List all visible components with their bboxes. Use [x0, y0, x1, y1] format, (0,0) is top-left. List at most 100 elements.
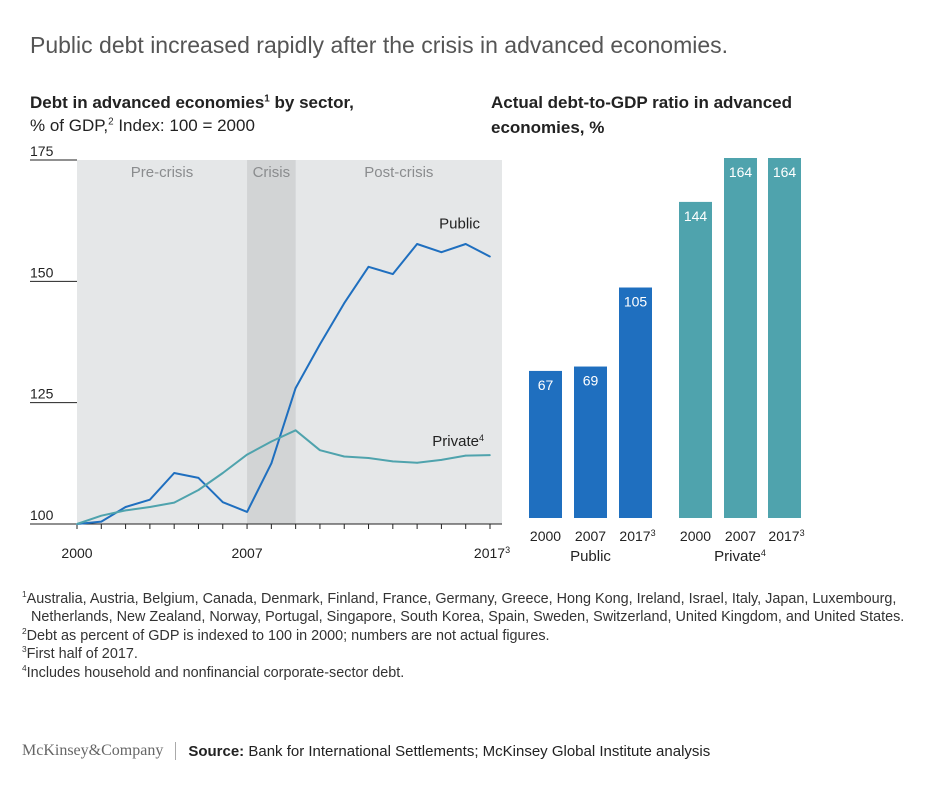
footnote-4: 4Includes household and nonfinancial cor… — [22, 664, 922, 682]
footnote-marker: 2 — [22, 626, 27, 637]
series-label-private: Private4 — [432, 433, 484, 450]
series-point-public-2011 — [343, 302, 346, 304]
series-point-private-2001 — [100, 514, 103, 517]
series-point-private-2012 — [367, 457, 370, 459]
bar-group-label-private: Private4 — [714, 548, 766, 565]
series-point-public-2008 — [270, 462, 273, 465]
series-point-private-2004 — [173, 501, 175, 504]
bar-private-2000 — [679, 201, 712, 518]
bar-category-public-0: 2000 — [530, 528, 561, 544]
series-point-public-2001 — [100, 520, 103, 523]
period-label-2: Post-crisis — [364, 164, 433, 181]
series-point-public-2013 — [392, 273, 394, 275]
bar-category-public-2: 20173 — [619, 528, 655, 544]
series-point-public-2003 — [149, 498, 151, 501]
bar-category-private-1: 2007 — [725, 528, 756, 544]
series-point-private-2017 — [489, 454, 491, 456]
series-point-public-2005 — [197, 477, 200, 479]
main-title: Public debt increased rapidly after the … — [30, 32, 729, 58]
series-line-public — [76, 243, 491, 525]
footnote-2: 2Debt as percent of GDP is indexed to 10… — [22, 627, 922, 645]
bar-group-label-public: Public — [570, 548, 611, 565]
bar-category-private-0: 2000 — [680, 528, 711, 544]
series-point-public-2012 — [367, 265, 370, 268]
bar-public-2007 — [574, 366, 607, 518]
right-chart-title-line2: economies, % — [491, 118, 605, 137]
bar-public-2017 — [619, 287, 652, 518]
series-point-public-2010 — [319, 343, 321, 346]
series-point-private-2009 — [294, 429, 297, 432]
bar-value-public-2000: 67 — [538, 377, 554, 393]
series-line-private — [76, 429, 491, 525]
left-chart-title: Debt in advanced economies1 by sector, — [30, 90, 354, 115]
bar-private-2007 — [724, 158, 757, 518]
series-point-public-2006 — [221, 501, 224, 503]
series-point-public-2014 — [416, 243, 418, 245]
footnote-marker: 4 — [22, 662, 27, 673]
series-point-public-2015 — [440, 251, 443, 254]
bar-category-public-1: 2007 — [575, 528, 606, 544]
left-chart-subtitle-b: Index: 100 = 2000 — [113, 116, 255, 135]
series-point-private-2003 — [149, 506, 151, 508]
series-point-public-2004 — [173, 472, 175, 474]
source-label: Source: — [188, 742, 245, 760]
crisis-band — [247, 160, 296, 524]
bar-value-private-2007: 164 — [729, 164, 753, 180]
series-point-private-2008 — [270, 440, 273, 443]
series-point-private-2005 — [197, 489, 200, 491]
bar-private-2017 — [768, 158, 801, 518]
left-chart-title-tail: by sector, — [269, 93, 354, 112]
footer: McKinsey&Company Source: Bank for Intern… — [22, 742, 710, 760]
y-tick-label-100: 100 — [30, 507, 54, 523]
series-point-private-2006 — [221, 472, 224, 474]
source-text: Bank for International Settlements; McKi… — [244, 742, 711, 760]
footnote-text: Includes household and nonfinancial corp… — [26, 664, 405, 681]
series-point-public-2009 — [294, 387, 297, 389]
right-chart-title: Actual debt-to-GDP ratio in advanced eco… — [491, 90, 792, 140]
y-tick-label-150: 150 — [30, 264, 54, 280]
bar-value-private-2017: 164 — [773, 164, 797, 180]
series-point-private-2002 — [124, 509, 127, 512]
period-label-1: Crisis — [253, 164, 291, 181]
y-tick-label-175: 175 — [30, 143, 54, 159]
footnote-3: 3First half of 2017. — [22, 645, 922, 663]
left-chart-title-main: Debt in advanced economies — [30, 93, 265, 112]
left-chart-subtitle-a: % of GDP, — [30, 116, 109, 135]
series-label-public: Public — [439, 216, 480, 233]
left-chart-subtitle-sup: 2 — [108, 116, 114, 128]
left-chart-subtitle: % of GDP,2 Index: 100 = 2000 — [30, 116, 255, 136]
x-tick-label-0: 2000 — [61, 545, 92, 561]
footnote-text: Australia, Austria, Belgium, Canada, Den… — [26, 591, 905, 626]
x-tick-label-2: 20173 — [474, 545, 510, 561]
footnote-marker: 1 — [22, 589, 27, 600]
series-point-private-2010 — [319, 449, 321, 452]
series-point-private-2000 — [76, 523, 78, 525]
series-point-private-2015 — [440, 459, 443, 461]
charts-canvas: Pre-crisis Crisis Post-crisis 100 125 150 175 2… — [30, 143, 805, 565]
footnote-1: 1Australia, Austria, Belgium, Canada, De… — [22, 590, 922, 627]
series-point-public-2016 — [464, 243, 467, 245]
series-point-public-2017 — [489, 255, 491, 258]
footnote-marker: 3 — [22, 644, 27, 655]
bar-category-private-2: 20173 — [768, 528, 804, 544]
mckinsey-logo: McKinsey&Company — [22, 742, 164, 759]
left-chart-title-sup: 1 — [264, 93, 270, 105]
series-point-private-2011 — [343, 455, 346, 458]
footnote-text: Debt as percent of GDP is indexed to 100… — [26, 627, 550, 644]
right-chart-title-line1: Actual debt-to-GDP ratio in advanced — [491, 93, 793, 112]
series-point-public-2007 — [246, 511, 248, 513]
series-point-public-2002 — [124, 506, 127, 508]
footer-divider — [175, 742, 177, 760]
bar-public-2000 — [529, 370, 562, 518]
footnote-text: First half of 2017. — [26, 646, 138, 663]
x-tick-label-1: 2007 — [231, 545, 262, 561]
bar-value-private-2000: 144 — [684, 208, 708, 224]
footnotes: 1Australia, Austria, Belgium, Canada, De… — [22, 590, 922, 682]
series-point-private-2016 — [464, 454, 467, 457]
bar-value-public-2017: 105 — [624, 294, 648, 310]
period-label-0: Pre-crisis — [131, 164, 194, 181]
series-point-private-2013 — [392, 460, 394, 463]
series-point-private-2014 — [416, 462, 418, 464]
bar-value-public-2007: 69 — [583, 373, 599, 389]
y-tick-label-125: 125 — [30, 386, 54, 402]
